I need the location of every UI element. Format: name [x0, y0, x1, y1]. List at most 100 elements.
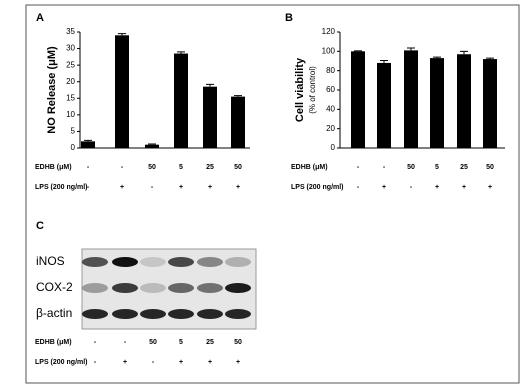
- error-bar: [433, 56, 441, 59]
- blot-band: [225, 309, 251, 319]
- error-bar: [486, 57, 494, 60]
- treatment-value: +: [435, 184, 439, 191]
- panel-label: B: [285, 12, 293, 24]
- panel-label: C: [36, 220, 44, 232]
- y-axis-title: NO Release (μM): [46, 46, 58, 134]
- blot-band: [168, 309, 194, 319]
- bar: [377, 62, 391, 148]
- blot-band: [197, 283, 223, 293]
- treatment-value: +: [179, 184, 183, 191]
- blot-band: [140, 309, 166, 319]
- blot-band: [82, 309, 108, 319]
- treatment-value: 50: [407, 164, 415, 171]
- bar: [457, 54, 471, 148]
- treatment-value: -: [94, 339, 97, 346]
- error-bar: [148, 143, 156, 145]
- treatment-value: +: [208, 184, 212, 191]
- treatment-value: 25: [460, 164, 468, 171]
- bar: [483, 59, 497, 148]
- error-bar: [177, 51, 185, 54]
- bar: [203, 86, 217, 148]
- bar: [430, 58, 444, 148]
- treatment-value: -: [151, 184, 154, 191]
- y-axis-subtitle: (% of control): [308, 66, 317, 114]
- treatment-value: -: [124, 339, 127, 346]
- y-tick-label: 80: [326, 66, 335, 75]
- error-bar: [206, 83, 214, 87]
- bar: [115, 35, 129, 148]
- treatment-value: -: [94, 359, 97, 366]
- bar: [174, 53, 188, 148]
- blot-band: [82, 257, 108, 267]
- y-tick-label: 20: [326, 124, 335, 133]
- bar: [351, 51, 365, 149]
- treatment-label: EDHB (μM): [35, 339, 72, 346]
- treatment-value: +: [179, 359, 183, 366]
- error-bar: [460, 50, 468, 55]
- error-bar: [84, 139, 92, 142]
- treatment-value: -: [383, 164, 386, 171]
- treatment-value: -: [87, 184, 90, 191]
- treatment-value: 50: [148, 164, 156, 171]
- treatment-label: LPS (200 ng/ml): [35, 359, 88, 366]
- y-tick-label: 35: [66, 27, 75, 36]
- treatment-value: +: [120, 184, 124, 191]
- error-bar: [234, 95, 242, 97]
- treatment-value: -: [410, 184, 413, 191]
- treatment-value: 5: [435, 164, 439, 171]
- blot-row-label: COX-2: [36, 280, 73, 294]
- bar: [404, 50, 418, 148]
- treatment-value: +: [488, 184, 492, 191]
- blot-row-label: β-actin: [36, 306, 72, 320]
- blot-band: [225, 283, 251, 293]
- y-tick-label: 10: [66, 110, 75, 119]
- blot-band: [112, 257, 138, 267]
- treatment-value: 5: [179, 339, 183, 346]
- treatment-value: +: [236, 184, 240, 191]
- bar: [231, 96, 245, 148]
- treatment-value: -: [121, 164, 124, 171]
- y-tick-label: 0: [71, 143, 76, 152]
- treatment-label: EDHB (μM): [291, 164, 328, 171]
- treatment-value: -: [357, 164, 360, 171]
- y-tick-label: 30: [66, 44, 75, 53]
- treatment-value: +: [236, 359, 240, 366]
- y-tick-label: 0: [331, 143, 336, 152]
- y-axis-title: Cell viability: [294, 57, 306, 122]
- blot-band: [225, 257, 251, 267]
- bar: [81, 141, 95, 148]
- treatment-value: 25: [206, 164, 214, 171]
- blot-band: [82, 283, 108, 293]
- y-tick-label: 40: [326, 104, 335, 113]
- treatment-label: LPS (200 ng/ml): [291, 184, 344, 191]
- blot-band: [197, 257, 223, 267]
- blot-band: [112, 309, 138, 319]
- treatment-value: +: [123, 359, 127, 366]
- treatment-value: 25: [206, 339, 214, 346]
- y-tick-label: 120: [322, 27, 336, 36]
- treatment-value: +: [382, 184, 386, 191]
- error-bar: [380, 60, 388, 63]
- treatment-value: -: [87, 164, 90, 171]
- treatment-value: +: [462, 184, 466, 191]
- treatment-value: 5: [179, 164, 183, 171]
- blot-band: [112, 283, 138, 293]
- blot-band: [168, 257, 194, 267]
- y-tick-label: 100: [322, 46, 336, 55]
- treatment-value: -: [152, 359, 155, 366]
- blot-band: [168, 283, 194, 293]
- blot-band: [140, 257, 166, 267]
- treatment-value: 50: [234, 164, 242, 171]
- blot-band: [197, 309, 223, 319]
- y-tick-label: 25: [66, 60, 75, 69]
- panel-label: A: [36, 12, 44, 24]
- treatment-label: LPS (200 ng/ml): [35, 184, 88, 191]
- treatment-value: 50: [149, 339, 157, 346]
- y-tick-label: 15: [66, 93, 75, 102]
- treatment-value: 50: [486, 164, 494, 171]
- bar: [145, 144, 159, 148]
- blot-band: [140, 283, 166, 293]
- y-tick-label: 20: [66, 77, 75, 86]
- treatment-value: -: [357, 184, 360, 191]
